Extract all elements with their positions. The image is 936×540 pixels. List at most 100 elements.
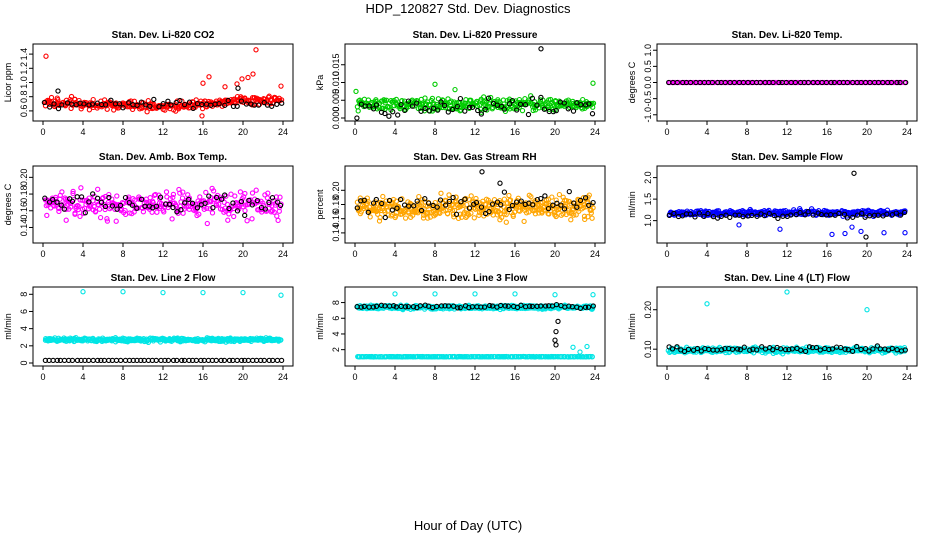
data-point — [134, 205, 140, 211]
data-point — [880, 79, 886, 86]
data-point — [509, 202, 516, 209]
data-point — [429, 95, 436, 102]
data-point — [231, 205, 237, 212]
x-tick-label: 0 — [352, 249, 357, 259]
data-point — [43, 53, 49, 59]
data-point — [122, 194, 129, 201]
chart-title: Stan. Dev. Line 4 (LT) Flow — [724, 273, 850, 284]
data-point — [249, 216, 255, 222]
data-point — [464, 210, 471, 217]
data-point — [460, 100, 466, 106]
chart-title: Stan. Dev. Gas Stream RH — [413, 152, 536, 163]
data-point — [213, 194, 220, 201]
x-tick-label: 0 — [352, 127, 357, 137]
data-point — [458, 199, 464, 205]
y-axis-label: ml/min — [3, 313, 13, 340]
x-tick-label: 16 — [198, 372, 208, 382]
y-tick-label: 6 — [331, 316, 341, 321]
data-point — [666, 212, 672, 219]
y-tick-label: -0.5 — [643, 91, 653, 107]
data-point — [81, 101, 87, 107]
data-point — [262, 206, 268, 212]
data-point — [242, 190, 248, 197]
data-point — [466, 304, 472, 311]
data-point — [154, 209, 160, 215]
data-point — [445, 109, 451, 115]
data-point — [481, 304, 488, 310]
data-point — [218, 196, 225, 202]
chart-co2: Stan. Dev. Li-820 CO2 Licor ppm 0 4 8 12 16 20 2… — [3, 30, 294, 137]
data-point — [462, 196, 468, 202]
data-point — [534, 303, 540, 309]
x-tick-label: 20 — [550, 249, 560, 259]
data-point — [226, 205, 232, 212]
data-point — [57, 196, 63, 202]
data-point — [590, 303, 596, 309]
data-point — [445, 303, 452, 309]
data-point — [271, 209, 277, 215]
data-point — [478, 111, 485, 117]
data-point — [421, 108, 428, 114]
data-point — [50, 196, 56, 203]
data-point — [274, 357, 281, 364]
data-point — [542, 303, 549, 309]
data-point — [181, 101, 188, 108]
y-tick-label: 1.2 — [19, 62, 29, 75]
data-point — [160, 289, 166, 296]
data-point — [77, 213, 83, 220]
data-point — [268, 209, 274, 215]
data-point — [253, 47, 259, 53]
chart-ambbox: Stan. Dev. Amb. Box Temp. degrees C 0 4 8 12 1… — [3, 152, 294, 259]
data-point — [722, 79, 728, 86]
data-point — [160, 101, 166, 107]
series-main — [665, 289, 908, 357]
data-point — [405, 98, 412, 104]
data-point — [86, 199, 92, 205]
y-tick-label: 0 — [19, 360, 29, 365]
data-point — [485, 95, 492, 101]
data-point — [528, 193, 534, 200]
data-point — [590, 205, 596, 211]
data-point — [54, 199, 60, 205]
data-point — [70, 190, 76, 197]
x-tick-label: 4 — [704, 372, 709, 382]
data-point — [687, 211, 694, 217]
y-axis-label: Licor ppm — [3, 63, 13, 103]
data-point — [179, 357, 185, 364]
series-main — [666, 206, 908, 238]
data-point — [701, 213, 707, 220]
data-point — [405, 303, 411, 310]
data-point — [207, 206, 213, 212]
x-tick-label: 12 — [470, 127, 480, 137]
data-point — [864, 307, 870, 313]
data-point — [114, 193, 120, 199]
chart-sampleflow: Stan. Dev. Sample Flow ml/min 0 4 8 12 16 20 24 1… — [627, 152, 918, 259]
x-tick-label: 16 — [510, 249, 520, 259]
data-point — [225, 217, 231, 223]
data-point — [422, 105, 428, 112]
data-point — [149, 209, 155, 215]
data-point — [440, 208, 447, 214]
x-tick-label: 24 — [590, 249, 600, 259]
data-point — [376, 218, 383, 224]
y-tick-label: 8 — [19, 292, 29, 297]
data-point — [147, 103, 153, 109]
data-point — [674, 79, 680, 86]
data-point — [382, 214, 388, 221]
data-point — [391, 303, 397, 309]
data-point — [238, 98, 245, 104]
data-point — [501, 196, 508, 202]
y-tick-label: 0.18 — [19, 185, 29, 203]
y-tick-label: 1.5 — [643, 193, 653, 206]
y-tick-label: 0.010 — [331, 71, 341, 94]
data-point — [521, 218, 527, 225]
x-tick-label: 16 — [198, 127, 208, 137]
data-point — [246, 197, 252, 204]
data-point — [687, 79, 694, 86]
data-point — [213, 357, 219, 364]
data-point — [113, 218, 119, 224]
data-point — [390, 109, 396, 115]
data-point — [518, 302, 524, 308]
data-point — [519, 107, 526, 114]
